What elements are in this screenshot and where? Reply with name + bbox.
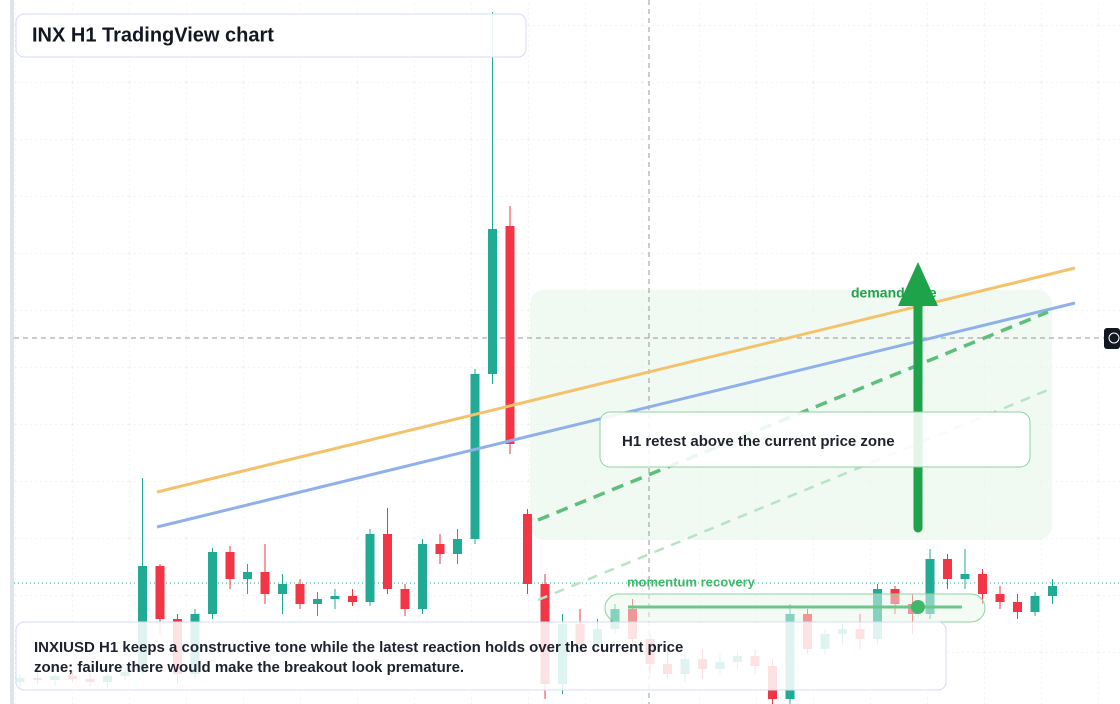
candle-body: [313, 599, 322, 604]
retest-label: H1 retest above the current price zone: [622, 433, 895, 450]
candle-body: [1030, 596, 1040, 612]
candle-body: [348, 596, 357, 602]
candle-body: [225, 552, 235, 579]
candle-body: [208, 552, 217, 614]
candle-body: [505, 226, 515, 444]
candle-body: [418, 544, 427, 609]
title-box: [15, 13, 527, 58]
candle-body: [523, 514, 532, 584]
candle-body: [978, 574, 987, 594]
candle-body: [278, 584, 287, 594]
crosshair-button[interactable]: [1104, 328, 1120, 349]
candle-body: [943, 559, 952, 579]
candle-body: [295, 584, 305, 604]
candle-body: [995, 594, 1005, 602]
candle-body: [260, 572, 270, 594]
candle-body: [488, 229, 497, 374]
retest-box: [599, 411, 1031, 468]
candle-body: [1013, 602, 1022, 612]
candle-body: [453, 539, 462, 554]
summary-box: [15, 621, 947, 691]
chart-title: INX H1 TradingView chart: [32, 24, 274, 46]
summary-text: INXIUSD H1 keeps a constructive tone whi…: [34, 639, 683, 656]
momentum-label: momentum recovery: [627, 574, 756, 589]
candle-body: [960, 574, 970, 579]
candle-body: [435, 544, 445, 554]
momentum-dot: [911, 600, 925, 614]
candle-body: [1048, 586, 1057, 596]
arrow-head: [898, 262, 938, 306]
candle-body: [243, 572, 252, 579]
crosshair-icon: [1108, 332, 1120, 344]
candle-body: [155, 566, 165, 619]
candle-body: [365, 534, 375, 602]
summary-text: zone; failure there would make the break…: [34, 659, 464, 676]
candle-body: [470, 374, 480, 539]
candle-body: [925, 559, 935, 614]
left-edge: [10, 0, 14, 704]
candle-body: [383, 534, 392, 589]
candle-body: [400, 589, 410, 609]
candle-body: [330, 596, 340, 599]
candle-body: [138, 566, 147, 672]
dashed-trend: [537, 310, 1049, 522]
